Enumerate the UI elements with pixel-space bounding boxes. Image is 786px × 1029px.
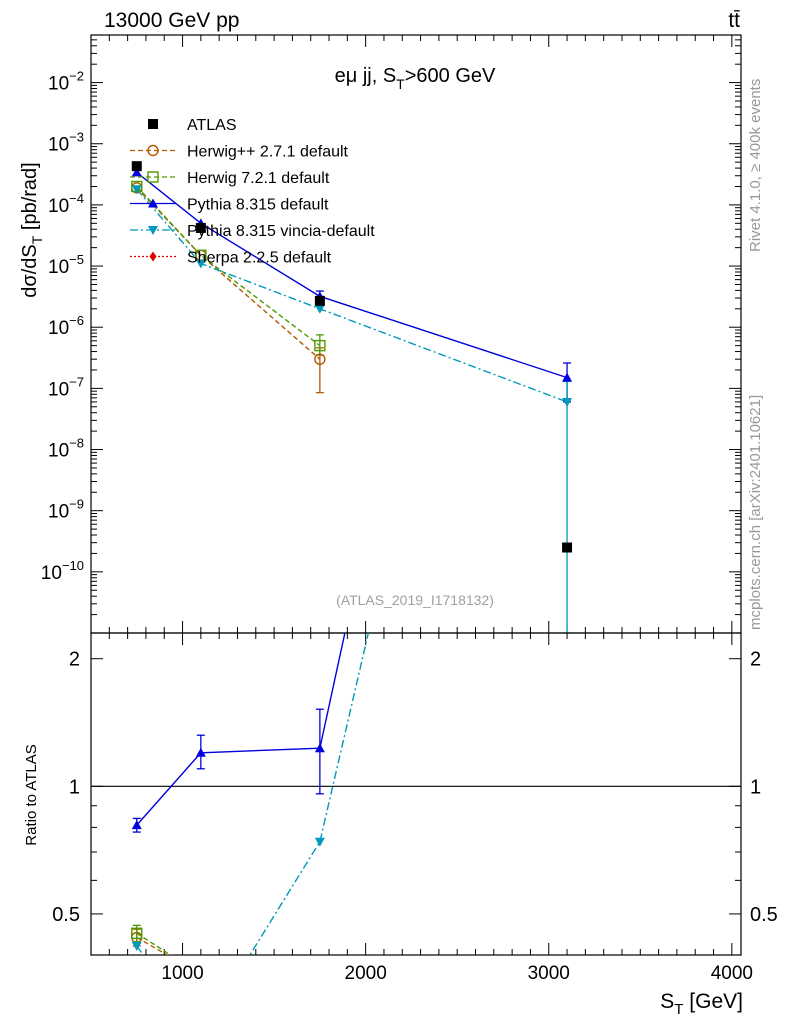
legend-label-pythia-8-315-vincia-default: Pythia 8.315 vincia-default xyxy=(187,223,375,240)
ratio-y-tick-label: 1 xyxy=(69,776,80,798)
y-tick-label: 10−9 xyxy=(48,497,84,523)
main-series xyxy=(131,161,573,633)
ratio-series xyxy=(131,633,370,955)
ratio-herwig-2-7-1-default-line xyxy=(136,936,169,955)
ratio-pythia-8-315-default-point xyxy=(195,747,206,757)
pythia-8-315-default-point xyxy=(131,167,142,177)
ratio-y-axis-label: Ratio to ATLAS xyxy=(23,744,40,845)
legend: ATLAS Herwig++ 2.7.1 default Herwig 7.2.1 … xyxy=(130,117,375,267)
herwig-7-2-1-default-point xyxy=(314,339,326,352)
legend-marker-pythia-8-315-default xyxy=(148,198,158,208)
main-title: eμ jj, ST>600 GeV xyxy=(335,65,496,92)
ratio-y-tick-label: 1 xyxy=(750,776,761,798)
y-tick-label: 10−3 xyxy=(48,130,84,156)
atlas-point xyxy=(562,542,573,553)
legend-label-pythia-8-315-default: Pythia 8.315 default xyxy=(187,197,329,214)
pythia-8-315-vincia-default-point xyxy=(562,397,573,407)
pythia-8-315-default-point xyxy=(562,372,573,382)
pythia-8-315-vincia-default-line xyxy=(136,188,568,403)
ratio-pythia-8-315-default-point xyxy=(314,743,325,753)
ratio-pythia-8-315-vincia-default-point xyxy=(131,942,142,952)
legend-marker-pythia-8-315-vincia-default xyxy=(148,226,158,235)
pythia-8-315-default-line xyxy=(136,171,568,379)
herwig-7-2-1-default-line xyxy=(136,186,321,347)
legend-marker-atlas xyxy=(148,119,158,129)
x-tick-label: 3000 xyxy=(528,963,570,984)
pythia-8-315-vincia-default-point xyxy=(195,259,206,269)
y-tick-label: 10−10 xyxy=(41,558,84,584)
ratio-pythia-8-315-default-line xyxy=(136,633,346,826)
legend-marker-herwig-2-7-1-default xyxy=(147,144,159,157)
atlas-point xyxy=(314,295,325,306)
main-panel: 10−10 10−9 10−8 10−7 10−6 10−5 10−4 10−3 10−2 eμ… xyxy=(19,34,742,634)
main-y-ticks: 10−10 10−9 10−8 10−7 10−6 10−5 10−4 10−3 10−2 xyxy=(41,34,741,634)
ratio-herwig-7-2-1-default-line xyxy=(136,932,172,955)
legend-label-atlas: ATLAS xyxy=(187,117,237,134)
herwig-2-7-1-default-point xyxy=(314,353,326,365)
x-tick-label: 4000 xyxy=(711,963,753,984)
herwig-2-7-1-default-line xyxy=(136,187,321,360)
legend-label-herwig-7-2-1-default: Herwig 7.2.1 default xyxy=(187,170,330,187)
y-tick-label: 10−6 xyxy=(48,313,84,339)
pythia-8-315-vincia-default-point xyxy=(131,185,142,195)
main-y-axis-label: dσ/dST [pb/rad] xyxy=(19,162,45,297)
ratio-ticks: 0.5 0.5 1 1 2 2 1000 2000 3000 4000 xyxy=(52,633,778,984)
legend-label-herwig-2-7-1-default: Herwig++ 2.7.1 default xyxy=(187,144,349,161)
y-tick-label: 10−5 xyxy=(48,252,84,278)
ratio-y-tick-label: 2 xyxy=(750,649,761,671)
ratio-y-tick-label: 0.5 xyxy=(750,904,778,926)
main-x-ticks xyxy=(108,35,733,633)
ratio-herwig-7-2-1-default-point xyxy=(131,927,143,940)
pythia-8-315-vincia-default-point xyxy=(314,304,325,314)
y-tick-label: 10−4 xyxy=(48,191,84,217)
atlas-point xyxy=(131,161,142,172)
x-axis-label: ST [GeV] xyxy=(660,990,743,1018)
y-tick-label: 10−2 xyxy=(48,69,84,95)
process-label: tt̄ xyxy=(728,9,740,32)
ratio-pythia-8-315-default-point xyxy=(131,820,142,830)
mcplots-label: mcplots.cern.ch [arXiv:2401.10621] xyxy=(747,395,764,630)
legend-marker-herwig-7-2-1-default xyxy=(147,171,159,183)
atlas-point xyxy=(195,222,206,233)
ratio-y-tick-label: 0.5 xyxy=(52,904,80,926)
y-tick-label: 10−7 xyxy=(48,374,84,400)
x-tick-label: 1000 xyxy=(161,963,203,984)
analysis-label: (ATLAS_2019_I1718132) xyxy=(336,592,494,608)
legend-marker-sherpa-2-2-5-default xyxy=(149,251,157,262)
x-tick-label: 2000 xyxy=(345,963,387,984)
y-tick-label: 10−8 xyxy=(48,436,84,462)
ratio-frame xyxy=(90,632,742,956)
legend-label-sherpa-2-2-5-default: Sherpa 2.2.5 default xyxy=(187,250,332,267)
ratio-y-tick-label: 2 xyxy=(69,649,80,671)
ratio-panel: 0.5 0.5 1 1 2 2 1000 2000 3000 4000 Ratio to ATLA… xyxy=(23,632,778,1018)
rivet-label: Rivet 4.1.0, ≥ 400k events xyxy=(747,79,764,252)
beam-label: 13000 GeV pp xyxy=(104,9,239,32)
ratio-pythia-8-315-vincia-default-point xyxy=(314,837,325,847)
